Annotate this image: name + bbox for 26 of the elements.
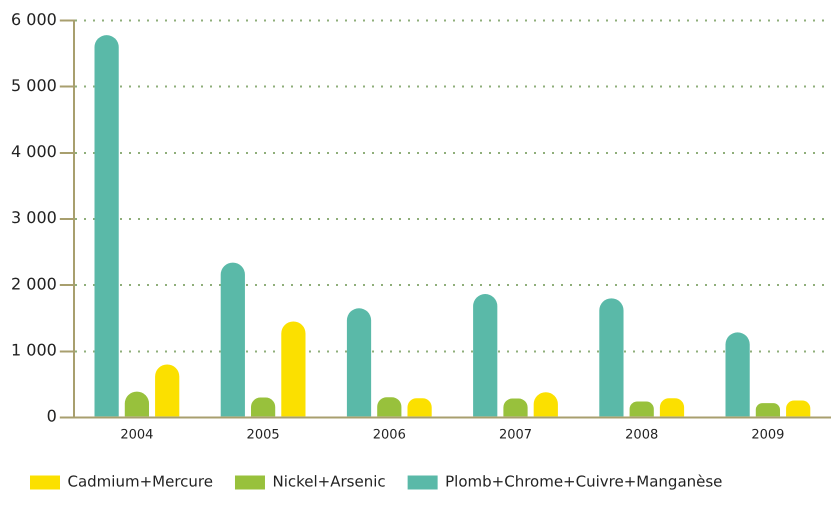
y-tick-label: 4 000 [10, 142, 57, 162]
bar [94, 35, 119, 416]
bar [630, 402, 654, 416]
bar [726, 332, 750, 416]
bar [599, 298, 624, 416]
y-tick-label: 6 000 [10, 10, 57, 29]
legend-label: Plomb+Chrome+Cuivre+Manganèse [445, 472, 722, 490]
y-tick-label: 1 000 [10, 340, 57, 360]
x-tick-label: 2004 [120, 428, 154, 443]
legend-label: Nickel+Arsenic [272, 472, 386, 490]
y-tick-label: 2 000 [10, 274, 57, 294]
bar [473, 294, 498, 416]
bar [220, 262, 245, 416]
legend-label: Cadmium+Mercure [68, 472, 213, 490]
bar [346, 308, 372, 416]
x-tick-label: 2007 [498, 428, 532, 443]
bar [756, 403, 780, 416]
y-tick-label: 3 000 [10, 208, 57, 228]
x-tick-label: 2006 [372, 428, 406, 443]
bar [155, 364, 180, 416]
bar [281, 322, 306, 416]
y-tick-label: 5 000 [10, 76, 57, 95]
x-tick-label: 2008 [625, 428, 658, 443]
y-tick-label: 0 [46, 406, 57, 426]
x-tick-label: 2005 [246, 428, 280, 443]
x-tick-label: 2009 [751, 428, 784, 443]
